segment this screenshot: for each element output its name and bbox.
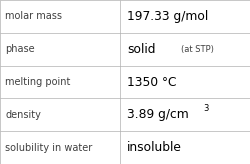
- Text: density: density: [5, 110, 41, 120]
- Text: melting point: melting point: [5, 77, 70, 87]
- Text: molar mass: molar mass: [5, 11, 62, 21]
- Text: 197.33 g/mol: 197.33 g/mol: [127, 10, 208, 23]
- Text: 3: 3: [203, 104, 208, 113]
- Text: 1350 °C: 1350 °C: [127, 75, 176, 89]
- Text: insoluble: insoluble: [127, 141, 182, 154]
- Text: (at STP): (at STP): [181, 45, 214, 54]
- Text: 3.89 g/cm: 3.89 g/cm: [127, 108, 189, 121]
- Text: solubility in water: solubility in water: [5, 143, 92, 153]
- Text: phase: phase: [5, 44, 34, 54]
- Text: solid: solid: [127, 43, 156, 56]
